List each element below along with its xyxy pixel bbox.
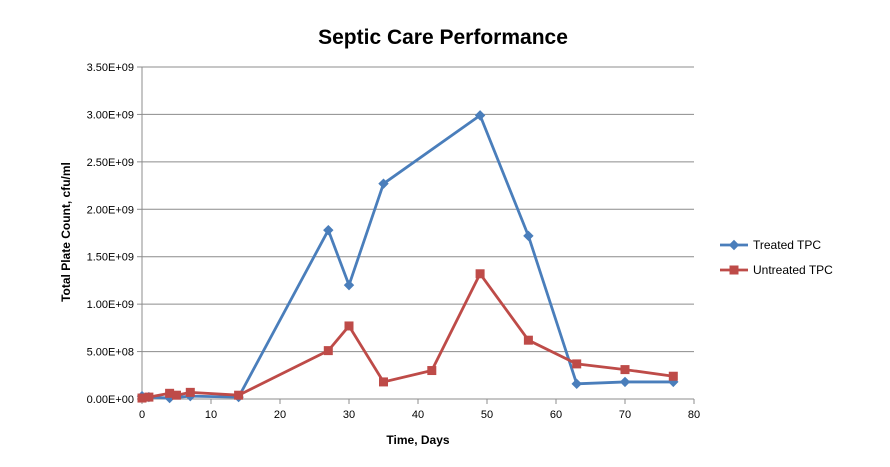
- y-axis-ticks: 0.00E+00 5.00E+08 1.00E+09 1.50E+09 2.00E+09…: [87, 62, 142, 406]
- data-point-treated-tpc: [378, 178, 389, 189]
- series-layer: [136, 110, 679, 404]
- data-point-untreated-tpc: [234, 390, 244, 400]
- x-tick-label: 10: [205, 409, 217, 421]
- y-axis-title: Total Plate Count, cfu/ml: [59, 162, 73, 302]
- legend: Treated TPC Untreated TPC: [720, 238, 833, 277]
- data-point-untreated-tpc: [523, 335, 533, 345]
- data-point-untreated-tpc: [144, 392, 154, 402]
- legend-label: Treated TPC: [753, 238, 821, 252]
- data-point-treated-tpc: [323, 224, 334, 236]
- x-tick-label: 50: [481, 409, 493, 421]
- x-tick-label: 70: [619, 409, 631, 421]
- series-untreated-tpc: [137, 269, 678, 403]
- y-tick-label: 3.50E+09: [87, 62, 134, 74]
- data-point-treated-tpc: [571, 378, 582, 390]
- data-point-untreated-tpc: [344, 321, 354, 331]
- data-point-untreated-tpc: [185, 387, 195, 397]
- gridlines: [142, 66, 694, 353]
- y-tick-label: 1.00E+09: [87, 299, 134, 311]
- x-tick-label: 20: [274, 409, 286, 421]
- x-tick-label: 60: [550, 409, 562, 421]
- y-tick-label: 2.50E+09: [87, 157, 134, 169]
- data-point-treated-tpc: [523, 230, 534, 242]
- y-tick-label: 3.00E+09: [87, 109, 134, 121]
- data-point-untreated-tpc: [668, 371, 678, 381]
- y-tick-label: 2.00E+09: [87, 204, 134, 216]
- data-point-treated-tpc: [343, 279, 355, 291]
- data-point-treated-tpc: [474, 110, 486, 121]
- x-axis-title: Time, Days: [386, 433, 449, 447]
- y-tick-label: 5.00E+08: [87, 347, 134, 359]
- axes: [141, 67, 694, 400]
- x-tick-label: 30: [343, 409, 355, 421]
- data-point-untreated-tpc: [475, 269, 485, 279]
- y-tick-label: 1.50E+09: [87, 252, 134, 264]
- legend-swatch-marker: [729, 265, 739, 275]
- data-point-untreated-tpc: [379, 377, 388, 387]
- series-line-untreated-tpc: [141, 272, 674, 400]
- data-point-untreated-tpc: [427, 366, 437, 376]
- legend-label: Untreated TPC: [753, 263, 833, 277]
- y-tick-label: 0.00E+00: [87, 394, 134, 406]
- x-axis-ticks: 0 10 20 30 40 50 60 70 80: [139, 399, 700, 421]
- data-point-untreated-tpc: [323, 346, 333, 356]
- legend-swatch-marker: [728, 239, 740, 251]
- data-point-treated-tpc: [619, 376, 631, 388]
- data-point-untreated-tpc: [620, 365, 630, 375]
- x-tick-label: 40: [412, 409, 424, 421]
- legend-item-treated-tpc: Treated TPC: [720, 238, 821, 252]
- x-tick-label: 0: [139, 409, 145, 421]
- x-tick-label: 80: [688, 409, 700, 421]
- data-point-untreated-tpc: [572, 359, 582, 369]
- legend-item-untreated-tpc: Untreated TPC: [720, 263, 833, 277]
- data-point-untreated-tpc: [172, 390, 181, 400]
- chart-title: Septic Care Performance: [318, 26, 568, 49]
